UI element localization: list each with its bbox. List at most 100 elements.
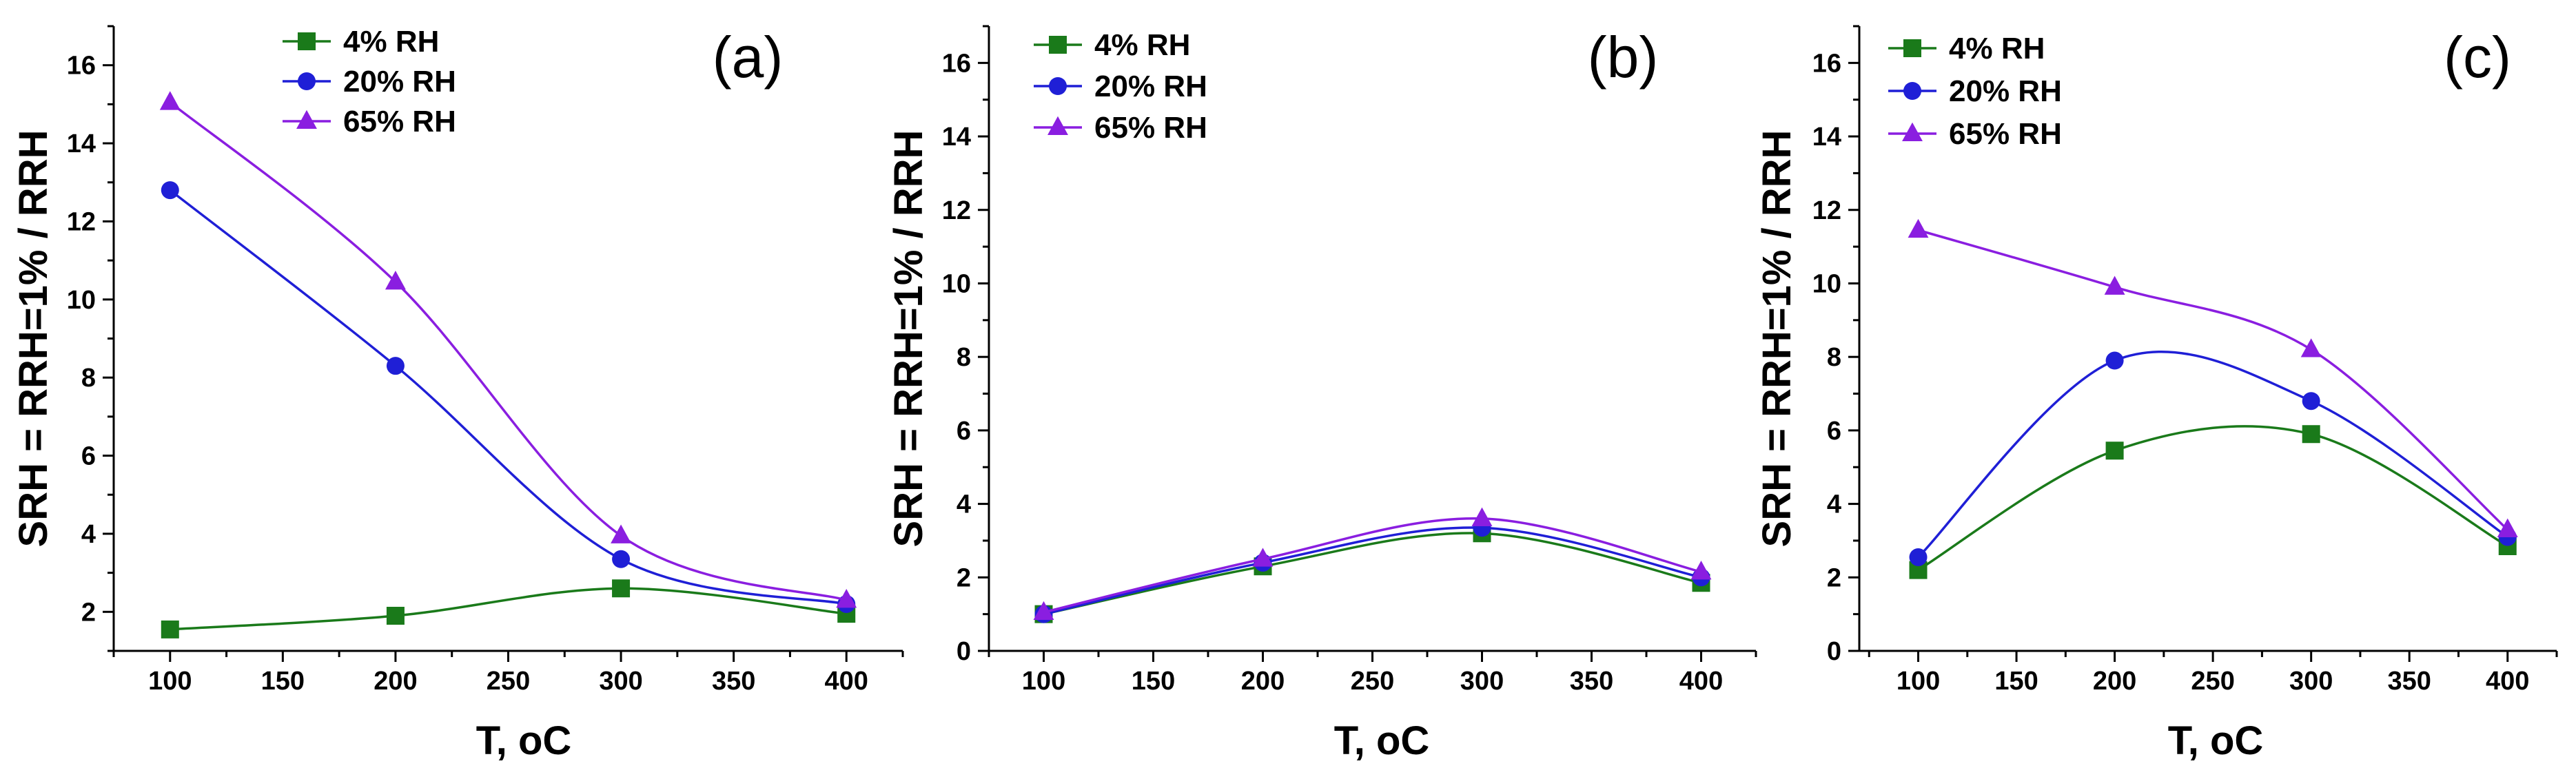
- x-tick-label: 250: [487, 667, 530, 696]
- y-tick-label: 16: [67, 52, 96, 81]
- x-tick-label: 400: [2486, 667, 2529, 696]
- series-line-2: [1917, 351, 2508, 559]
- x-tick-label: 100: [148, 667, 192, 696]
- data-point: [1908, 218, 1929, 238]
- data-point: [1471, 507, 1493, 526]
- panel-label: (c): [2444, 25, 2511, 90]
- legend-label: 65% RH: [343, 105, 456, 138]
- legend-label: 20% RH: [343, 65, 456, 98]
- legend-marker: [298, 32, 316, 50]
- legend-marker: [1903, 82, 1921, 100]
- chart-panel-2: 0 2 4 6 8 10 12 14 16 100 150 200 250 300 350 400 T, oC S…: [886, 25, 1757, 763]
- data-point: [2497, 518, 2518, 537]
- y-tick-label: 10: [1812, 269, 1841, 298]
- x-tick-label: 150: [1994, 667, 2038, 696]
- chart-panel-3: 0 2 4 6 8 10 12 14 16 100 150 200 250 300 350 400 T, oC S…: [1755, 25, 2558, 763]
- y-tick-label: 12: [942, 196, 971, 225]
- y-axis-title: SRH = RRH=1% / RRH: [886, 130, 931, 548]
- series-line-2: [1043, 526, 1701, 616]
- x-tick-label: 350: [1570, 667, 1613, 696]
- series-line-1: [170, 587, 847, 631]
- data-point: [386, 357, 405, 375]
- data-point: [836, 589, 857, 608]
- data-point: [2105, 442, 2124, 460]
- y-tick-label: 10: [942, 269, 971, 298]
- data-point: [161, 620, 179, 638]
- legend-label: 4% RH: [343, 25, 439, 59]
- x-tick-label: 200: [2093, 667, 2136, 696]
- y-axis-title: SRH = RRH=1% / RRH: [11, 130, 56, 548]
- data-point: [1033, 601, 1054, 621]
- data-point: [161, 181, 179, 200]
- y-tick-label: 16: [942, 49, 971, 78]
- data-point: [2302, 425, 2320, 444]
- y-tick-label: 8: [957, 343, 971, 372]
- y-tick-label: 6: [1827, 417, 1841, 446]
- legend-marker: [296, 110, 317, 129]
- x-axis-title: T, oC: [2168, 718, 2264, 763]
- y-axis-title: SRH = RRH=1% / RRH: [1755, 130, 1799, 548]
- legend-label: 65% RH: [1094, 111, 1207, 145]
- chart-panel-1: 2 4 6 8 10 12 14 16 100 150 200 250 300 350 400 T, oC SR…: [11, 25, 904, 763]
- x-tick-label: 200: [1241, 667, 1285, 696]
- y-tick-label: 8: [1827, 343, 1841, 372]
- legend-label: 65% RH: [1949, 117, 2062, 151]
- x-tick-label: 250: [2191, 667, 2234, 696]
- x-tick-label: 150: [1132, 667, 1175, 696]
- x-tick-label: 300: [599, 667, 642, 696]
- y-tick-label: 0: [957, 637, 971, 666]
- series-line-1: [1043, 532, 1701, 616]
- x-tick-label: 350: [712, 667, 755, 696]
- x-tick-label: 100: [1897, 667, 1940, 696]
- x-tick-label: 400: [825, 667, 868, 696]
- data-point: [159, 91, 181, 110]
- data-point: [611, 524, 632, 543]
- legend-label: 4% RH: [1949, 32, 2045, 65]
- y-tick-label: 10: [67, 286, 96, 315]
- series-line-2: [169, 189, 847, 605]
- legend-marker: [1047, 116, 1068, 136]
- data-point: [386, 606, 405, 625]
- x-tick-label: 300: [2289, 667, 2333, 696]
- data-point: [1909, 548, 1928, 566]
- data-point: [1690, 561, 1712, 580]
- y-tick-label: 4: [81, 520, 96, 549]
- series-line-3: [169, 101, 847, 601]
- data-point: [2104, 276, 2125, 295]
- x-tick-label: 400: [1679, 667, 1723, 696]
- legend-marker: [1049, 36, 1067, 54]
- data-point: [1252, 548, 1274, 567]
- x-tick-label: 200: [374, 667, 417, 696]
- y-tick-label: 2: [1827, 563, 1841, 592]
- y-tick-label: 14: [1812, 123, 1841, 152]
- y-tick-label: 6: [957, 417, 971, 446]
- legend-label: 4% RH: [1094, 28, 1190, 62]
- legend-marker: [1902, 122, 1923, 142]
- data-point: [2105, 351, 2124, 370]
- x-axis-title: T, oC: [476, 718, 572, 763]
- x-tick-label: 300: [1460, 667, 1504, 696]
- y-tick-label: 2: [81, 598, 96, 627]
- y-tick-label: 4: [1827, 490, 1841, 519]
- data-point: [385, 271, 406, 290]
- legend-label: 20% RH: [1949, 74, 2062, 108]
- panel-label: (b): [1588, 25, 1659, 90]
- y-tick-label: 14: [67, 129, 96, 158]
- x-tick-label: 150: [261, 667, 305, 696]
- y-tick-label: 14: [942, 123, 971, 152]
- data-point: [2302, 392, 2320, 411]
- legend-label: 20% RH: [1094, 70, 1207, 103]
- y-tick-label: 6: [81, 442, 96, 471]
- data-point: [612, 550, 631, 568]
- y-tick-label: 16: [1812, 49, 1841, 78]
- series-line-3: [1918, 229, 2508, 531]
- panel-label: (a): [713, 25, 784, 90]
- x-tick-label: 100: [1022, 667, 1065, 696]
- data-point: [612, 579, 631, 598]
- legend-marker: [1049, 77, 1067, 95]
- x-axis-title: T, oC: [1334, 718, 1430, 763]
- y-tick-label: 12: [67, 207, 96, 236]
- y-tick-label: 4: [957, 490, 971, 519]
- data-point: [2300, 338, 2322, 357]
- series-line-3: [1043, 517, 1701, 614]
